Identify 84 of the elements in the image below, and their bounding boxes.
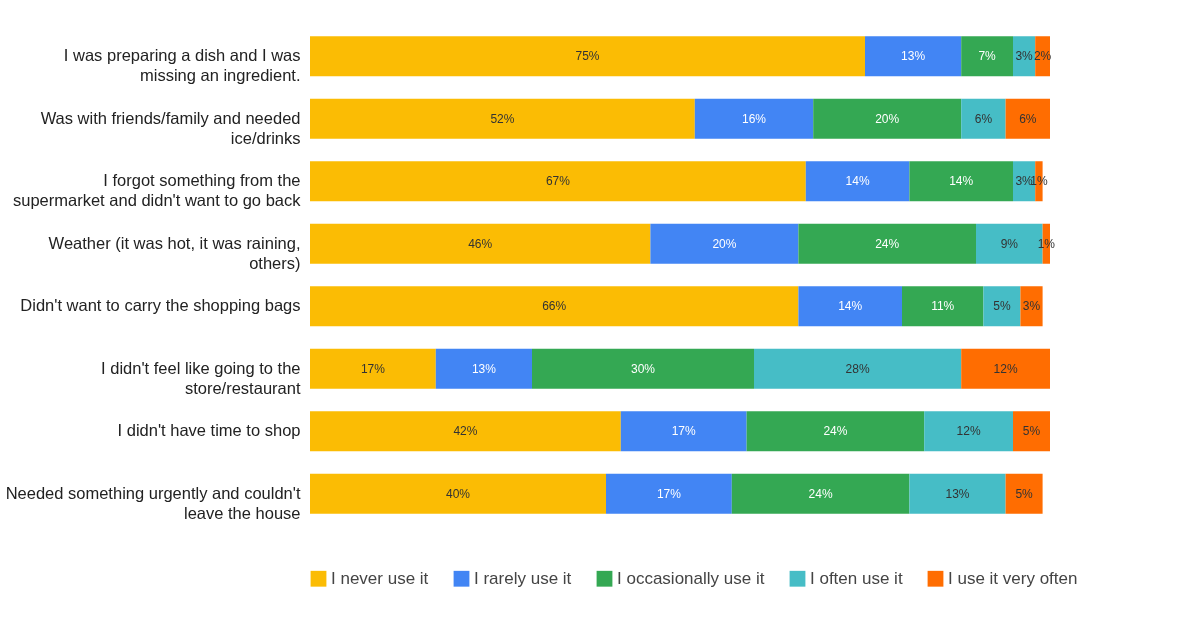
bar: [310, 223, 651, 264]
bar: [798, 223, 976, 264]
data-label: 5%: [1022, 424, 1041, 439]
data-label: 3%: [1015, 49, 1034, 64]
y-tick-label: I didn't have time to shop: [117, 421, 301, 440]
bar: [961, 98, 1006, 139]
legend-label: I use it very often: [948, 568, 1078, 588]
data-label: 6%: [974, 111, 993, 126]
bar: [1013, 411, 1050, 452]
y-tick-label: I didn't feel like going to the store/restaurant: [101, 358, 301, 397]
bar: [310, 98, 695, 139]
data-label: 30%: [630, 361, 656, 376]
bar: [924, 411, 1013, 452]
bar: [909, 161, 1013, 202]
bar: [865, 36, 962, 77]
bar: [961, 36, 1013, 77]
bar: [310, 36, 865, 77]
bar: [805, 161, 910, 202]
bar: [731, 473, 910, 514]
data-label: 17%: [656, 486, 682, 501]
bar: [798, 286, 902, 327]
bar: [310, 286, 799, 327]
data-label: 42%: [453, 424, 478, 439]
bar: [909, 473, 1006, 514]
bar: [1005, 98, 1050, 139]
y-tick-label: Was with friends/family and needed ice/drinks: [40, 108, 301, 147]
bar: [961, 348, 1050, 389]
data-label: 24%: [875, 236, 900, 251]
y-tick-label: Weather (it was hot, it was raining, others): [48, 233, 301, 272]
bar: [902, 286, 984, 327]
legend-label: I occasionally use it: [617, 568, 765, 588]
y-tick-label: Didn't want to carry the shopping bags: [20, 296, 301, 315]
data-label: 20%: [712, 236, 737, 251]
bar: [532, 348, 754, 389]
data-label: 9%: [1000, 236, 1019, 251]
data-label: 12%: [956, 424, 981, 439]
legend-label: I often use it: [810, 568, 903, 588]
y-tick-label: Needed something urgently and couldn't leave the house: [5, 483, 301, 522]
data-label: 24%: [823, 424, 848, 439]
data-label: 46%: [468, 236, 493, 251]
bar: [1005, 473, 1043, 514]
bar: [310, 411, 621, 452]
data-label: 6%: [1019, 111, 1037, 126]
data-label: 28%: [845, 361, 870, 376]
y-tick-label: I forgot something from the supermarket and didn't want to go back: [13, 171, 302, 210]
data-label: 13%: [945, 486, 970, 501]
data-label: 14%: [838, 299, 863, 314]
bar: [606, 473, 732, 514]
data-label: 75%: [575, 49, 600, 64]
data-label: 40%: [445, 486, 471, 501]
bar: [983, 286, 1021, 327]
bar: [813, 98, 962, 139]
bar: [310, 348, 436, 389]
data-label: 16%: [741, 111, 767, 126]
data-label: 13%: [471, 361, 497, 376]
data-label: 13%: [901, 49, 926, 64]
data-label: 3%: [1022, 299, 1041, 314]
bar: [310, 473, 606, 514]
bar: [694, 98, 814, 139]
data-label: 67%: [545, 174, 571, 189]
data-label: 52%: [490, 111, 515, 126]
legend-label: I never use it: [331, 568, 429, 588]
data-label: 17%: [671, 424, 697, 439]
bar: [310, 161, 806, 202]
bar: [620, 411, 747, 452]
data-label: 17%: [360, 361, 386, 376]
data-label: 5%: [1015, 486, 1034, 501]
data-label: 14%: [845, 174, 870, 189]
bar: [754, 348, 962, 389]
data-label: 11%: [931, 299, 955, 314]
data-label: 5%: [993, 299, 1011, 314]
data-label: 24%: [808, 486, 833, 501]
data-label: 14%: [949, 174, 974, 189]
y-tick-label: I was preparing a dish and I was missing an ingredient.: [63, 46, 301, 85]
data-label: 20%: [875, 111, 900, 126]
data-label: 12%: [993, 361, 1018, 376]
legend-label: I rarely use it: [474, 568, 572, 588]
data-label: 66%: [542, 299, 567, 314]
data-label: 1%: [1037, 236, 1056, 251]
bar: [650, 223, 799, 264]
bar: [746, 411, 925, 452]
bar: [435, 348, 532, 389]
bar: [1020, 286, 1043, 327]
data-label: 7%: [978, 49, 997, 64]
